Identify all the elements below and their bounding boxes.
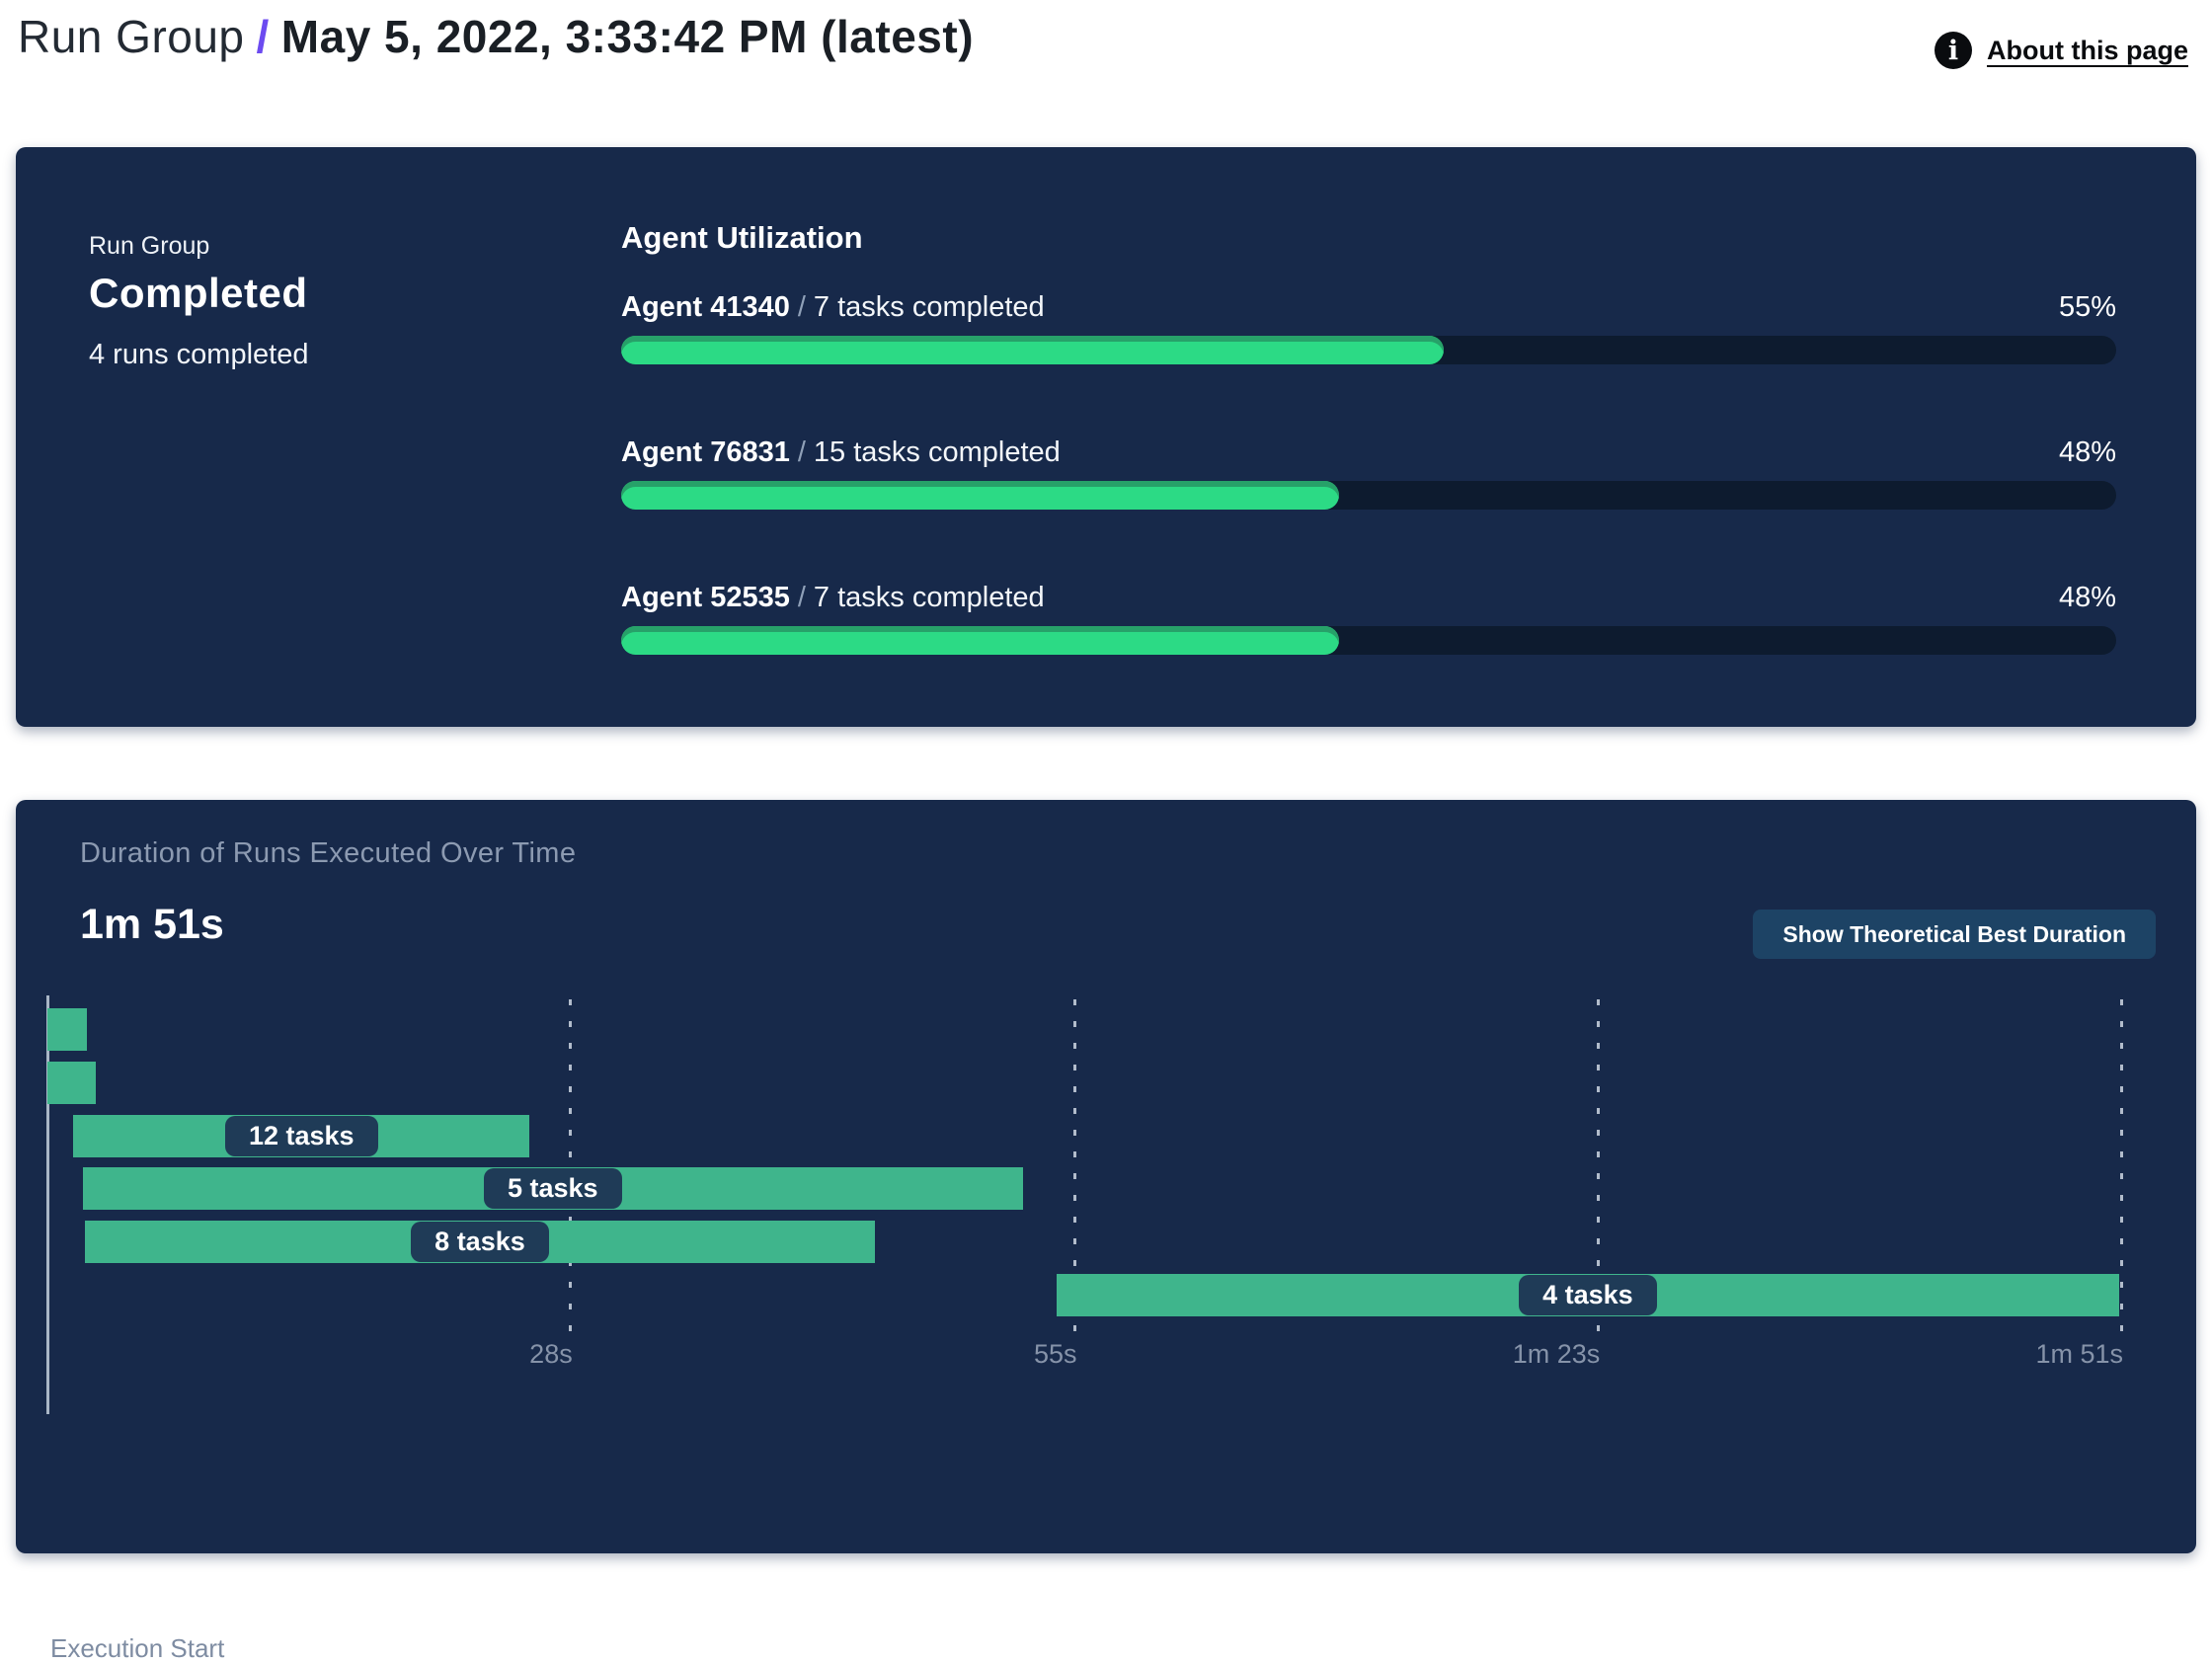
task-count-pill: 8 tasks — [411, 1222, 549, 1262]
time-gridline — [569, 999, 573, 1333]
agent-id: Agent 41340 — [621, 291, 790, 323]
time-gridline — [1596, 999, 1600, 1333]
about-this-page-link[interactable]: i About this page — [1935, 32, 2188, 69]
agent-tasks-completed: 15 tasks completed — [813, 436, 1061, 468]
run-duration-bar[interactable]: 5 tasks — [82, 1167, 1023, 1210]
agent-utilization-percent: 48% — [2058, 436, 2116, 468]
agent-utilization-rows: Agent 41340/7 tasks completed 55% Agent 76… — [621, 147, 2116, 727]
time-tick-label: 1m 23s — [1512, 1339, 1601, 1369]
agent-tasks-completed: 7 tasks completed — [813, 291, 1045, 323]
agent-task-summary: Agent 41340/7 tasks completed — [621, 291, 1045, 324]
task-count-pill: 12 tasks — [224, 1116, 378, 1156]
agent-utilization-progressbar — [621, 626, 2116, 655]
run-group-label: Run Group — [89, 232, 210, 260]
label-separator: / — [797, 582, 806, 613]
agent-utilization-percent: 55% — [2058, 291, 2116, 323]
run-timestamp-title: May 5, 2022, 3:33:42 PM (latest) — [280, 11, 975, 62]
run-duration-bar[interactable] — [47, 1062, 97, 1104]
execution-start-label: Execution Start — [50, 1633, 225, 1663]
run-duration-bar[interactable]: 12 tasks — [73, 1115, 530, 1157]
page-header: Run Group / May 5, 2022, 3:33:42 PM (lates… — [18, 10, 2188, 69]
label-separator: / — [797, 436, 806, 468]
task-count-pill: 4 tasks — [1519, 1275, 1657, 1315]
breadcrumb-separator: / — [256, 11, 270, 62]
duration-chart-title: Duration of Runs Executed Over Time — [80, 837, 577, 869]
run-duration-bar[interactable] — [47, 1008, 87, 1051]
progressbar-fill — [621, 626, 1339, 655]
agent-row-label: Agent 76831/15 tasks completed 48% — [621, 436, 2116, 469]
run-duration-bar[interactable]: 4 tasks — [1056, 1274, 2120, 1316]
progressbar-fill — [621, 481, 1339, 510]
time-gridline — [1073, 999, 1077, 1333]
agent-utilization-progressbar — [621, 336, 2116, 364]
progressbar-fill — [621, 336, 1444, 364]
time-tick-label: 28s — [529, 1339, 573, 1369]
runs-completed-count: 4 runs completed — [89, 339, 309, 370]
y-axis-line — [46, 995, 49, 1414]
agent-utilization-progressbar — [621, 481, 2116, 510]
agent-row-label: Agent 52535/7 tasks completed 48% — [621, 582, 2116, 614]
agent-row-label: Agent 41340/7 tasks completed 55% — [621, 291, 2116, 324]
about-link-text[interactable]: About this page — [1987, 35, 2188, 65]
show-theoretical-best-duration-button[interactable]: Show Theoretical Best Duration — [1753, 910, 2156, 959]
time-tick-label: 55s — [1033, 1339, 1077, 1369]
agent-utilization-percent: 48% — [2058, 582, 2116, 613]
label-separator: / — [797, 291, 806, 323]
total-duration-value: 1m 51s — [80, 901, 224, 948]
info-icon[interactable]: i — [1935, 32, 1972, 69]
duration-panel: Duration of Runs Executed Over Time 1m 5… — [16, 800, 2196, 1663]
status-badge: Completed — [89, 270, 308, 316]
duration-gantt-chart: Execution Start 28s 55s 1m 23s 1m 51s 12 tas… — [46, 995, 2125, 1663]
time-tick-label: 1m 51s — [2035, 1339, 2123, 1369]
agent-utilization-heading: Agent Utilization — [621, 220, 863, 255]
agent-id: Agent 52535 — [621, 582, 790, 613]
agent-task-summary: Agent 76831/15 tasks completed — [621, 436, 1061, 469]
run-group-summary-panel: Run Group Completed 4 runs completed Age… — [16, 147, 2196, 727]
breadcrumb-run-group: Run Group — [18, 11, 245, 62]
page-title: Run Group / May 5, 2022, 3:33:42 PM (lates… — [18, 10, 974, 63]
run-duration-bar[interactable]: 8 tasks — [84, 1221, 876, 1263]
task-count-pill: 5 tasks — [483, 1168, 622, 1209]
agent-task-summary: Agent 52535/7 tasks completed — [621, 582, 1045, 614]
time-gridline — [2119, 999, 2123, 1333]
agent-tasks-completed: 7 tasks completed — [813, 582, 1045, 613]
agent-id: Agent 76831 — [621, 436, 790, 468]
